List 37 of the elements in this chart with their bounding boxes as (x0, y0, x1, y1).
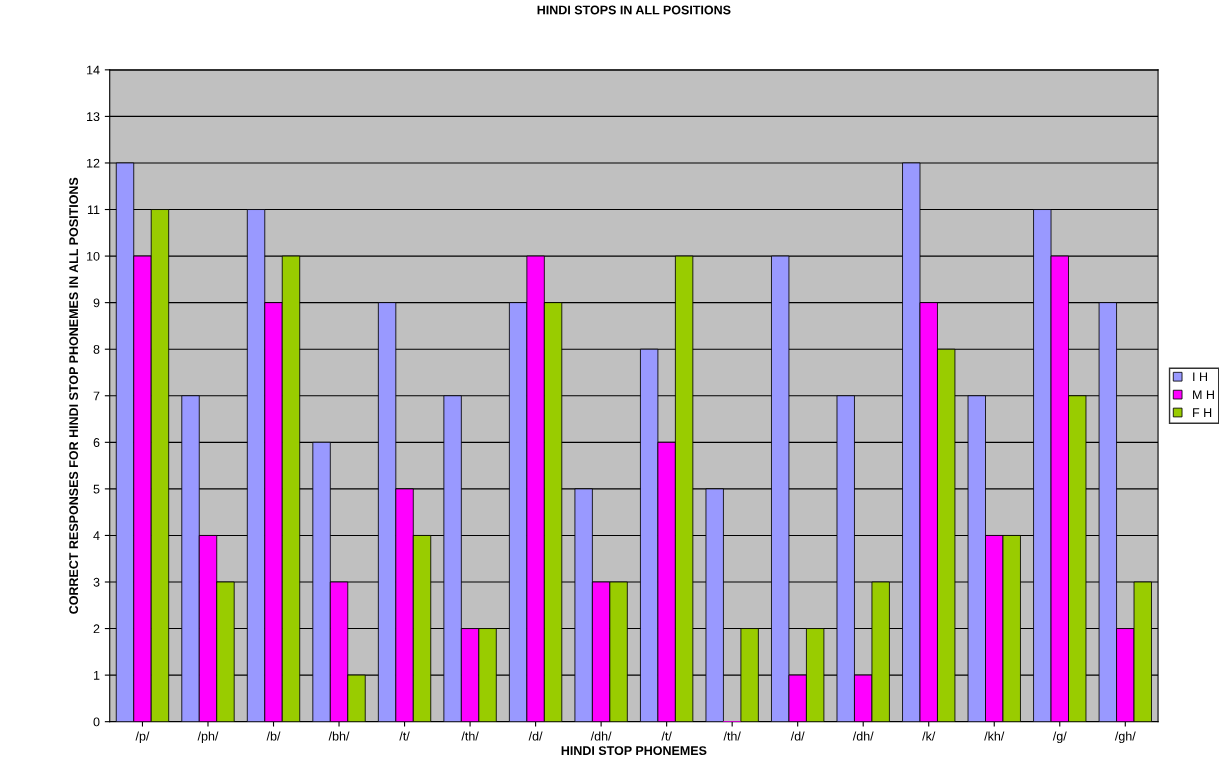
x-tick-label: /g/ (1052, 731, 1067, 744)
chart-title: HINDI STOPS IN ALL POSITIONS (537, 5, 731, 15)
y-tick-label: 6 (93, 438, 100, 447)
x-tick-label: /p/ (135, 731, 150, 744)
x-axis-title: HINDI STOP PHONEMES (561, 746, 707, 756)
x-tick-label: /t/ (399, 731, 410, 741)
y-tick-label: 1 (93, 671, 100, 680)
x-tick-label: /d/ (790, 731, 805, 741)
y-tick-label: 11 (87, 205, 100, 215)
x-tick-label: /kh/ (984, 731, 1005, 741)
y-tick-label: 13 (87, 112, 100, 122)
y-tick-label: 3 (93, 577, 100, 587)
y-tick-label: 8 (93, 345, 100, 354)
x-tick-label: /t/ (661, 731, 672, 741)
x-tick-label: /th/ (723, 731, 741, 741)
x-tick-label: /th/ (461, 731, 479, 741)
x-tick-label: /d/ (528, 731, 543, 741)
x-tick-label: /ph/ (197, 731, 219, 744)
legend-label: I H (1193, 372, 1207, 382)
y-tick-label: 0 (93, 717, 100, 727)
y-tick-label: 2 (93, 624, 100, 634)
y-tick-label: 14 (87, 65, 100, 75)
x-tick-label: /b/ (266, 731, 281, 741)
x-tick-label: /dh/ (590, 731, 612, 741)
y-tick-label: 7 (93, 391, 100, 401)
legend-label: F H (1193, 408, 1212, 417)
y-tick-label: 5 (93, 484, 100, 494)
x-tick-label: /gh/ (1114, 731, 1136, 744)
legend-label: M H (1193, 390, 1214, 399)
y-tick-label: 10 (87, 251, 100, 261)
x-tick-label: /dh/ (852, 731, 874, 741)
y-axis-title: CORRECT RESPONSES FOR HINDI STOP PHONEMES IN ALL POSITIONS (69, 177, 79, 614)
y-tick-label: 12 (87, 158, 100, 168)
y-tick-label: 9 (93, 298, 100, 308)
x-tick-label: /k/ (922, 731, 936, 741)
y-tick-label: 4 (93, 531, 100, 540)
x-tick-label: /bh/ (328, 731, 350, 741)
